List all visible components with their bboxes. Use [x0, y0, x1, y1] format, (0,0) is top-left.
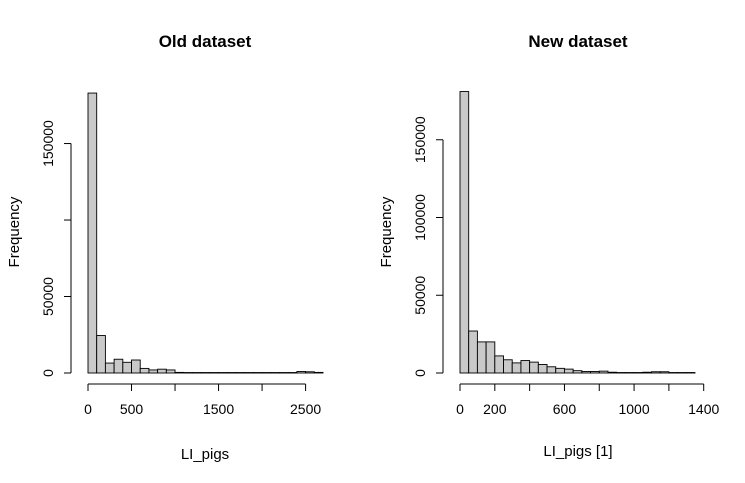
new-dataset-bar-18 [616, 372, 626, 374]
new-dataset-bar-16 [598, 370, 609, 374]
old-dataset-bar-24 [296, 371, 307, 374]
old-dataset-bar-14 [209, 372, 220, 374]
new-dataset-bar-2 [476, 341, 487, 374]
new-dataset-bar-5 [503, 359, 513, 374]
old-dataset-y-tick-label-0: 0 [40, 369, 56, 377]
new-dataset-bar-22 [651, 371, 661, 374]
old-dataset-bar-26 [313, 371, 324, 374]
old-dataset-bar-22 [279, 372, 289, 374]
old-dataset-bar-23 [287, 372, 298, 374]
new-dataset-bar-23 [659, 371, 670, 374]
new-dataset-bar-21 [642, 371, 652, 374]
new-dataset-bar-1 [468, 330, 478, 374]
old-dataset-x-axis: 0 500 1500 2500 [84, 383, 321, 417]
new-dataset-x-tick-label-7: 1400 [688, 401, 719, 417]
new-dataset-bar-17 [607, 371, 618, 374]
new-dataset-x-tick-label-0: 0 [456, 401, 464, 417]
new-dataset-bar-7 [520, 360, 531, 374]
new-dataset-bar-24 [668, 372, 679, 374]
old-dataset-x-tick-label-5: 2500 [290, 401, 321, 417]
new-dataset-title: New dataset [528, 32, 628, 51]
new-dataset-bar-12 [563, 368, 574, 374]
new-dataset-bar-13 [572, 370, 583, 374]
new-dataset-y-tick-label-2: 100000 [412, 194, 428, 241]
new-dataset-bar-10 [546, 366, 557, 374]
new-dataset-y-tick-label-1: 50000 [412, 276, 428, 315]
old-dataset-bar-7 [148, 369, 159, 374]
new-dataset-y-tick-label-3: 150000 [412, 116, 428, 163]
old-dataset-title: Old dataset [159, 32, 252, 51]
new-dataset-x-axis: 0 200 600 1000 1400 [456, 383, 719, 417]
new-dataset-y-axis: 0 50000 100000 150000 [412, 116, 444, 377]
new-dataset-x-tick-label-1: 200 [483, 401, 507, 417]
old-dataset-bars [87, 92, 324, 374]
new-dataset-x-tick-label-3: 600 [553, 401, 577, 417]
new-dataset-bar-25 [677, 372, 687, 374]
old-dataset-bar-20 [261, 372, 272, 374]
old-dataset-y-axis: 0 50000 150000 [40, 120, 72, 377]
new-dataset-bar-11 [555, 367, 565, 374]
old-dataset-bar-16 [226, 372, 237, 374]
old-dataset-bar-0 [87, 92, 98, 374]
new-dataset-bars [459, 91, 696, 374]
new-dataset-bar-6 [511, 362, 522, 374]
old-dataset-bar-10 [174, 371, 185, 374]
new-dataset-x-tick-label-5: 1000 [618, 401, 649, 417]
old-dataset-bar-18 [244, 372, 254, 374]
old-dataset-x-tick-label-0: 0 [84, 401, 92, 417]
old-dataset-bar-15 [218, 372, 228, 374]
old-dataset-bar-25 [305, 371, 315, 374]
old-dataset-x-tick-label-1: 500 [120, 401, 144, 417]
new-dataset-histogram: New dataset Frequency LI_pigs [1] 0 50000… [378, 32, 719, 460]
new-dataset-bar-20 [633, 372, 644, 374]
old-dataset-bar-9 [165, 369, 176, 374]
new-dataset-bar-19 [624, 372, 635, 374]
old-dataset-bar-8 [157, 368, 167, 374]
old-dataset-y-tick-label-1: 50000 [40, 277, 56, 316]
old-dataset-bar-19 [252, 372, 263, 374]
old-dataset-y-tick-label-3: 150000 [40, 120, 56, 167]
old-dataset-bar-17 [235, 372, 246, 374]
new-dataset-bar-14 [581, 371, 591, 374]
old-dataset-bar-13 [200, 372, 211, 374]
old-dataset-bar-5 [131, 359, 141, 374]
new-dataset-bar-15 [590, 371, 600, 374]
new-dataset-bar-4 [494, 355, 504, 374]
new-dataset-bar-9 [537, 364, 548, 374]
old-dataset-bar-6 [139, 367, 150, 374]
new-dataset-bar-26 [685, 372, 696, 374]
old-dataset-x-tick-label-3: 1500 [203, 401, 234, 417]
new-dataset-bar-0 [459, 91, 470, 374]
old-dataset-bar-3 [113, 358, 124, 374]
old-dataset-bar-2 [104, 362, 115, 374]
old-dataset-bar-11 [183, 372, 193, 374]
old-dataset-y-axis-label: Frequency [6, 196, 23, 267]
old-dataset-histogram: Old dataset Frequency LI_pigs 0 50000 1500… [6, 32, 324, 463]
old-dataset-bar-4 [122, 361, 132, 374]
new-dataset-y-axis-label: Frequency [378, 196, 395, 267]
old-dataset-bar-12 [191, 372, 202, 374]
new-dataset-bar-3 [485, 341, 496, 374]
new-dataset-bar-8 [529, 361, 539, 374]
new-dataset-x-axis-label: LI_pigs [1] [543, 443, 612, 460]
old-dataset-x-axis-label: LI_pigs [181, 446, 229, 463]
old-dataset-bar-1 [96, 335, 106, 374]
old-dataset-bar-21 [270, 372, 280, 374]
new-dataset-y-tick-label-0: 0 [412, 369, 428, 377]
